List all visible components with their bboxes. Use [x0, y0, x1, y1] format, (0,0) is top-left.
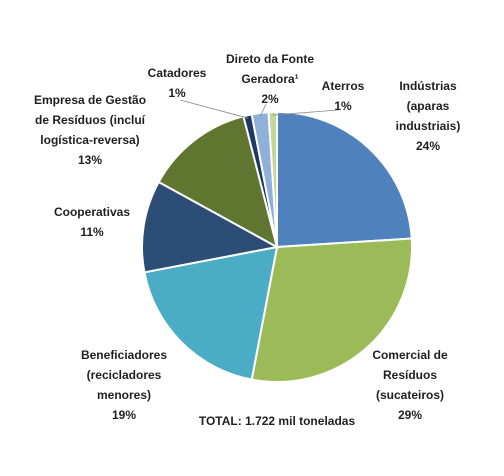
slice-label: (recicladores	[87, 368, 162, 382]
value-label: 1%	[168, 86, 186, 100]
value-label: 29%	[398, 408, 422, 422]
value-label: 1%	[334, 99, 352, 113]
slice-label: industriais)	[396, 119, 461, 133]
pie-slice	[267, 110, 278, 248]
slice-label: Cooperativas	[54, 205, 130, 219]
slice-label: (aparas	[407, 99, 450, 113]
pie-slice	[276, 110, 413, 249]
slice-label: logística-reversa)	[40, 133, 139, 147]
slice-label: Beneficiadores	[81, 348, 167, 362]
slice-label: Resíduos	[383, 368, 437, 382]
slice-label: Empresa de Gestão	[34, 93, 146, 107]
leader-line	[260, 103, 267, 117]
value-label: 13%	[78, 153, 102, 167]
pie-slice	[143, 245, 279, 381]
slice-label: Geradora¹	[241, 72, 298, 86]
slice-label: Catadores	[148, 66, 207, 80]
slice-label: menores)	[97, 388, 151, 402]
leader-line	[179, 99, 249, 119]
value-label: 2%	[261, 92, 279, 106]
total-note: TOTAL: 1.722 mil toneladas	[199, 414, 356, 428]
leader-line	[272, 109, 339, 116]
value-label: 24%	[416, 139, 440, 153]
value-label: 19%	[112, 408, 136, 422]
slice-label: Direto da Fonte	[226, 52, 314, 66]
slice-label: Indústrias	[399, 79, 457, 93]
value-label: 11%	[80, 225, 104, 239]
slice-label: (sucateiros)	[376, 388, 444, 402]
slice-label: Aterros	[322, 79, 365, 93]
pie-slice	[250, 237, 413, 383]
slice-label: Comercial de	[372, 348, 448, 362]
slice-label: de Resíduos (incluí	[35, 113, 146, 127]
pie-slice	[157, 115, 279, 249]
pie-slice	[141, 180, 280, 274]
